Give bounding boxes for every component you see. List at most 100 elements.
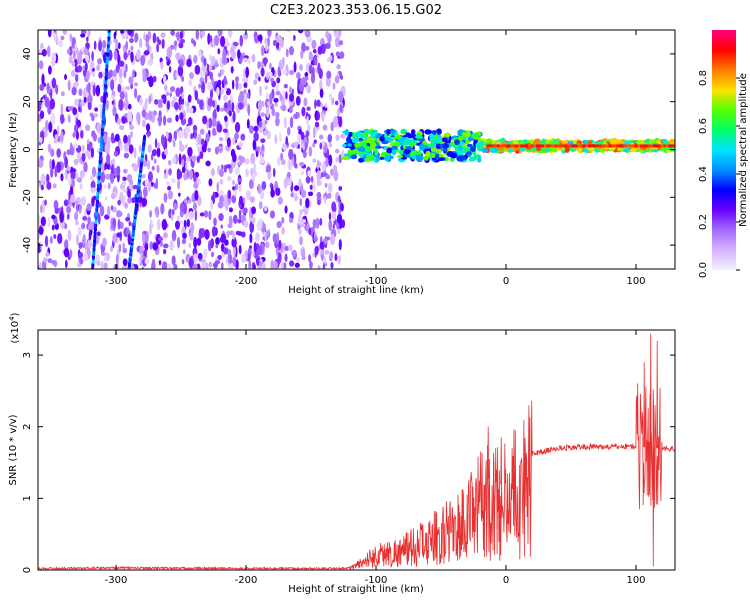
spectrogram-noise-blob [93, 113, 99, 118]
spectrogram-noise-blob [90, 147, 95, 158]
spectrogram-noise-blob [332, 224, 336, 229]
spectrogram-noise-blob [110, 164, 115, 175]
spectrogram-noise-blob [166, 60, 171, 66]
spectrogram-noise-blob [293, 34, 296, 42]
spectrogram-noise-blob [237, 177, 242, 183]
spectrogram-core [611, 144, 615, 148]
spectrogram-core [616, 144, 620, 148]
spectrogram-signal-blob [462, 131, 467, 137]
spectrogram-noise-blob [178, 59, 184, 68]
spectrogram-noise-blob [123, 134, 128, 144]
spectrogram-noise-blob [81, 222, 86, 230]
snr-x-ticks: -300 -200 -100 0 100 [105, 330, 646, 586]
spectrogram-noise-blob [209, 35, 213, 43]
spectrogram-noise-blob [86, 143, 92, 152]
spectrogram-noise-blob [293, 61, 297, 73]
spectrogram-noise-blob [334, 253, 338, 262]
spectrogram-noise-blob [309, 261, 313, 269]
spectrogram-noise-blob [124, 202, 129, 209]
spectrogram-noise-blob [145, 123, 151, 132]
spectrogram-noise-blob [187, 94, 192, 103]
spectrogram-noise-blob [178, 153, 182, 165]
spectrogram-core [528, 144, 532, 148]
spectrogram-noise-blob [241, 231, 246, 238]
spectrogram-noise-blob [207, 81, 213, 91]
spectrogram-noise-blob [194, 189, 199, 201]
spectrogram-noise-blob [148, 110, 153, 121]
spectrogram-noise-blob [175, 52, 181, 61]
spectrogram-signal-blob [404, 154, 411, 158]
spectrogram-noise-blob [192, 202, 198, 211]
spectrogram-noise-blob [224, 115, 228, 122]
spectrogram-core [494, 144, 498, 148]
spectrogram-noise-blob [179, 31, 183, 40]
spectrogram-noise-blob [183, 172, 188, 181]
spectrogram-signal-blob [587, 140, 593, 145]
spectrogram-noise-blob [284, 245, 290, 252]
spectrogram-signal-blob [536, 147, 542, 152]
spectrogram-noise-blob [101, 251, 106, 256]
spectrogram-noise-blob [114, 133, 120, 143]
spectrogram-noise-blob [276, 34, 281, 43]
spectrogram-noise-blob [293, 141, 299, 147]
spectrogram-noise-blob [79, 258, 84, 265]
spectrogram-noise-blob [56, 148, 61, 158]
spectrogram-noise-blob [215, 244, 219, 249]
spectrogram-noise-blob [186, 58, 192, 68]
spectrogram-noise-blob [82, 65, 85, 72]
spectrogram-noise-blob [143, 50, 150, 56]
spectrogram-noise-blob [193, 236, 198, 249]
spectrogram-noise-blob [232, 256, 237, 267]
spectrogram-noise-blob [325, 76, 331, 88]
spectrogram-noise-blob [298, 178, 302, 187]
spectrogram-noise-blob [91, 50, 94, 62]
spectrogram-noise-blob [156, 164, 160, 174]
spectrogram-noise-blob [221, 262, 224, 269]
spectrogram-core [496, 144, 500, 148]
spectrogram-noise-blob [274, 134, 278, 144]
spectrogram-core [541, 144, 545, 148]
spectrogram-noise-blob [308, 254, 312, 263]
spectrogram-noise-blob [282, 69, 288, 76]
spectrogram-noise-blob [226, 137, 231, 148]
spectrogram-noise-blob [80, 129, 84, 139]
spectrogram-noise-blob [122, 242, 126, 249]
spectrogram-noise-blob [125, 85, 131, 91]
spectrogram-noise-blob [122, 117, 127, 124]
spectrogram-noise-blob [93, 195, 97, 201]
spectrogram-noise-blob [306, 84, 311, 94]
spectrogram-noise-blob [184, 162, 188, 173]
spectrogram-noise-blob [266, 230, 270, 238]
spectrogram-noise-blob [307, 191, 314, 197]
spectrogram-signal-blob [409, 150, 417, 156]
spectrogram-signal-blob [668, 139, 675, 144]
spectrogram-signal-blob [379, 135, 385, 142]
spectrogram-core [626, 144, 630, 148]
spectrogram-noise-blob [177, 179, 181, 190]
spectrogram-noise-blob [127, 30, 133, 36]
spectrogram-core [515, 144, 519, 148]
spectrogram-noise-blob [134, 88, 138, 99]
spectrogram-noise-blob [288, 45, 295, 56]
spectrogram-noise-blob [232, 136, 236, 146]
spectrogram-noise-blob [111, 100, 115, 105]
spectrogram-noise-blob [175, 72, 179, 78]
spectrogram-noise-blob [176, 236, 181, 249]
spectrogram-noise-blob [338, 238, 342, 251]
spectrogram-noise-blob [198, 83, 202, 89]
spectrogram-noise-blob [67, 105, 73, 111]
spectrogram-noise-blob [249, 232, 253, 244]
spectrogram-noise-blob [38, 226, 44, 235]
spectrogram-noise-blob [265, 41, 269, 53]
spectrogram-noise-blob [151, 223, 154, 229]
spectrogram-noise-blob [176, 215, 180, 220]
spectrogram-noise-blob [335, 51, 341, 57]
spectrogram-signal-blob [610, 138, 619, 145]
spectrogram-y-ticks: -40 -20 0 20 40 [22, 48, 675, 253]
spectrogram-noise-blob [194, 64, 201, 75]
spectrogram-noise-blob [41, 98, 45, 108]
spectrogram-noise-blob [281, 226, 285, 235]
spectrogram-noise-blob [76, 234, 79, 246]
spectrogram-noise-blob [66, 213, 70, 220]
spectrogram-noise-blob [151, 261, 156, 269]
